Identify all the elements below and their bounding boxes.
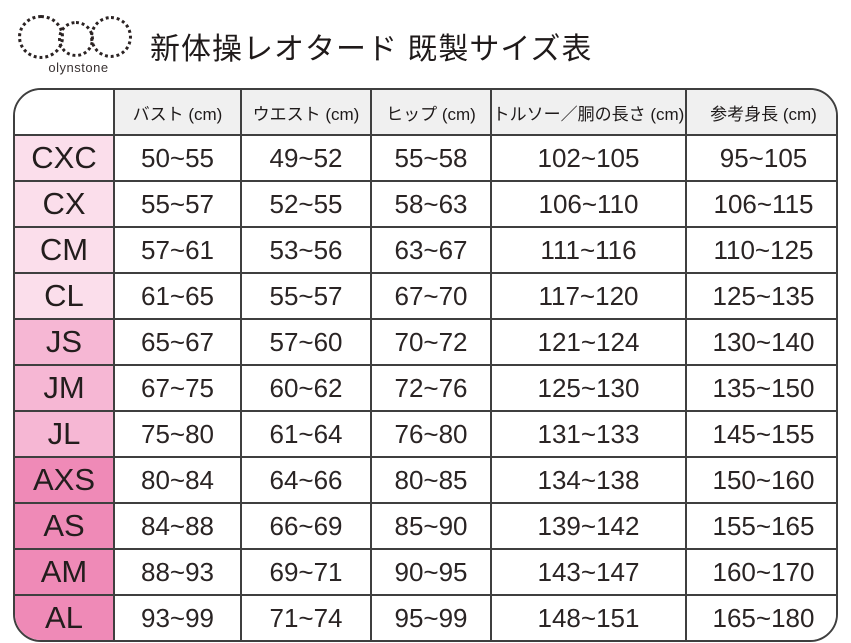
size-label-cell: JM (15, 366, 115, 412)
measurement-cell: 61~64 (242, 412, 372, 458)
size-label-cell: AXS (15, 458, 115, 504)
measurement-cell: 95~105 (687, 136, 836, 182)
table-header-row: バスト (cm) ウエスト (cm) ヒップ (cm) トルソー／胴の長さ (cm) 参… (15, 90, 836, 136)
measurement-cell: 134~138 (492, 458, 687, 504)
size-label-cell: AM (15, 550, 115, 596)
measurement-cell: 49~52 (242, 136, 372, 182)
measurement-cell: 165~180 (687, 596, 836, 640)
measurement-cell: 70~72 (372, 320, 492, 366)
measurement-cell: 69~71 (242, 550, 372, 596)
column-header: トルソー／胴の長さ (cm) (492, 90, 687, 136)
size-label-cell: JS (15, 320, 115, 366)
table-row: CXC 50~55 49~52 55~58 102~105 95~105 (15, 136, 836, 182)
size-table: バスト (cm) ウエスト (cm) ヒップ (cm) トルソー／胴の長さ (cm) 参… (13, 88, 838, 642)
measurement-cell: 61~65 (115, 274, 242, 320)
measurement-cell: 55~58 (372, 136, 492, 182)
measurement-cell: 106~110 (492, 182, 687, 228)
measurement-cell: 90~95 (372, 550, 492, 596)
measurement-cell: 139~142 (492, 504, 687, 550)
measurement-cell: 150~160 (687, 458, 836, 504)
page-header: olynstone 新体操レオタード 既製サイズ表 (0, 0, 851, 88)
corner-cell (15, 90, 115, 136)
table-row: AS 84~88 66~69 85~90 139~142 155~165 (15, 504, 836, 550)
measurement-cell: 125~135 (687, 274, 836, 320)
measurement-cell: 143~147 (492, 550, 687, 596)
page-title: 新体操レオタード 既製サイズ表 (150, 33, 593, 66)
measurement-cell: 55~57 (115, 182, 242, 228)
measurement-cell: 117~120 (492, 274, 687, 320)
measurement-cell: 52~55 (242, 182, 372, 228)
measurement-cell: 58~63 (372, 182, 492, 228)
table-row: CM 57~61 53~56 63~67 111~116 110~125 (15, 228, 836, 274)
size-label-cell: AS (15, 504, 115, 550)
table-row: CL 61~65 55~57 67~70 117~120 125~135 (15, 274, 836, 320)
column-header: 参考身長 (cm) (687, 90, 836, 136)
size-label-cell: CXC (15, 136, 115, 182)
measurement-cell: 63~67 (372, 228, 492, 274)
measurement-cell: 110~125 (687, 228, 836, 274)
logo-circle-icon (58, 21, 94, 57)
size-table-grid: バスト (cm) ウエスト (cm) ヒップ (cm) トルソー／胴の長さ (cm) 参… (15, 90, 836, 640)
measurement-cell: 67~75 (115, 366, 242, 412)
measurement-cell: 106~115 (687, 182, 836, 228)
measurement-cell: 148~151 (492, 596, 687, 640)
measurement-cell: 50~55 (115, 136, 242, 182)
measurement-cell: 155~165 (687, 504, 836, 550)
measurement-cell: 71~74 (242, 596, 372, 640)
measurement-cell: 80~85 (372, 458, 492, 504)
measurement-cell: 160~170 (687, 550, 836, 596)
measurement-cell: 75~80 (115, 412, 242, 458)
table-row: AM 88~93 69~71 90~95 143~147 160~170 (15, 550, 836, 596)
table-row: CX 55~57 52~55 58~63 106~110 106~115 (15, 182, 836, 228)
table-row: JL 75~80 61~64 76~80 131~133 145~155 (15, 412, 836, 458)
measurement-cell: 145~155 (687, 412, 836, 458)
measurement-cell: 131~133 (492, 412, 687, 458)
measurement-cell: 57~60 (242, 320, 372, 366)
size-label-cell: CL (15, 274, 115, 320)
measurement-cell: 102~105 (492, 136, 687, 182)
measurement-cell: 121~124 (492, 320, 687, 366)
olynstone-logo: olynstone (16, 6, 141, 75)
measurement-cell: 60~62 (242, 366, 372, 412)
measurement-cell: 76~80 (372, 412, 492, 458)
table-row: AXS 80~84 64~66 80~85 134~138 150~160 (15, 458, 836, 504)
measurement-cell: 80~84 (115, 458, 242, 504)
measurement-cell: 55~57 (242, 274, 372, 320)
measurement-cell: 72~76 (372, 366, 492, 412)
column-header: ヒップ (cm) (372, 90, 492, 136)
measurement-cell: 66~69 (242, 504, 372, 550)
table-row: JM 67~75 60~62 72~76 125~130 135~150 (15, 366, 836, 412)
size-label-cell: CM (15, 228, 115, 274)
measurement-cell: 67~70 (372, 274, 492, 320)
logo-dotted-circles-icon (16, 6, 141, 62)
measurement-cell: 84~88 (115, 504, 242, 550)
measurement-cell: 130~140 (687, 320, 836, 366)
column-header: バスト (cm) (115, 90, 242, 136)
column-header: ウエスト (cm) (242, 90, 372, 136)
measurement-cell: 57~61 (115, 228, 242, 274)
logo-circle-icon (90, 16, 132, 58)
size-label-cell: AL (15, 596, 115, 640)
table-row: JS 65~67 57~60 70~72 121~124 130~140 (15, 320, 836, 366)
measurement-cell: 93~99 (115, 596, 242, 640)
table-row: AL 93~99 71~74 95~99 148~151 165~180 (15, 596, 836, 640)
measurement-cell: 111~116 (492, 228, 687, 274)
measurement-cell: 85~90 (372, 504, 492, 550)
measurement-cell: 125~130 (492, 366, 687, 412)
measurement-cell: 135~150 (687, 366, 836, 412)
measurement-cell: 88~93 (115, 550, 242, 596)
measurement-cell: 65~67 (115, 320, 242, 366)
measurement-cell: 53~56 (242, 228, 372, 274)
size-label-cell: CX (15, 182, 115, 228)
size-label-cell: JL (15, 412, 115, 458)
measurement-cell: 64~66 (242, 458, 372, 504)
measurement-cell: 95~99 (372, 596, 492, 640)
logo-text: olynstone (48, 60, 109, 75)
